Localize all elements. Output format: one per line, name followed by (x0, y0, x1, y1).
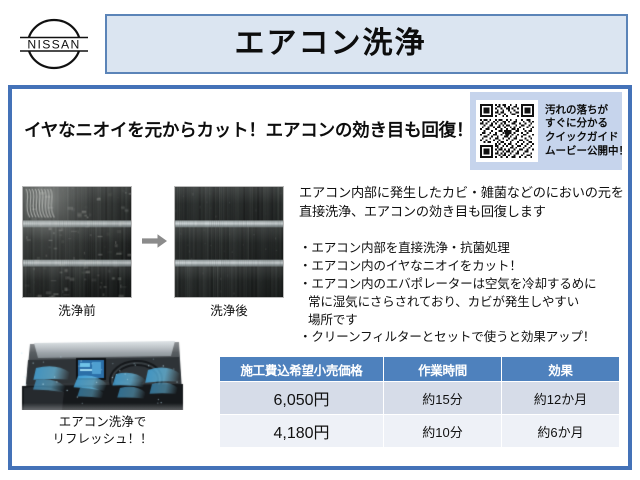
qr-caption-line: ムービー公開中！ (545, 145, 629, 159)
bullet-item: ・エアコン内部を直接洗浄・抗菌処理 (299, 240, 629, 258)
after-caption: 洗浄後 (174, 300, 284, 319)
qr-caption-line: すぐに分かる (545, 117, 629, 131)
nissan-wordmark: NISSAN (27, 37, 80, 51)
table-row: 6,050円 約15分 約12か月 (220, 382, 620, 415)
car-interior-block: エアコン洗浄で リフレッシュ！！ (20, 340, 188, 466)
cell-effect: 約6か月 (502, 415, 620, 448)
nissan-logo-icon: NISSAN (8, 10, 100, 78)
car-photo-caption: エアコン洗浄で リフレッシュ！！ (20, 414, 185, 447)
headline: イヤなニオイを元からカット！エアコンの効き目も回復！ (24, 110, 474, 148)
header: NISSAN エアコン洗浄 (0, 0, 640, 88)
qr-promo-panel[interactable]: 汚れの落ちが すぐに分かる クイックガイド ムービー公開中！ (470, 92, 622, 170)
before-caption: 洗浄前 (22, 300, 132, 319)
car-interior-photo (20, 340, 185, 410)
bullet-item: ・エアコン内のエバポレーターは空気を冷却するめに (299, 276, 629, 294)
before-after-comparison: 洗浄前 洗浄後 (22, 186, 290, 318)
evaporator-before-photo (22, 186, 132, 298)
pricing-table: 施工費込希望小売価格 作業時間 効果 6,050円 約15分 約12か月 4,1… (219, 356, 620, 448)
table-header-price: 施工費込希望小売価格 (220, 357, 384, 382)
page-title: エアコン洗浄 (235, 29, 427, 59)
arrow-right-icon (140, 230, 170, 252)
bullet-item: ・エアコン内のイヤなニオイをカット！ (299, 258, 629, 276)
feature-bullet-list: ・エアコン内部を直接洗浄・抗菌処理 ・エアコン内のイヤなニオイをカット！ ・エア… (299, 240, 629, 347)
qr-code-icon[interactable] (476, 100, 538, 162)
cell-price: 6,050円 (220, 382, 384, 415)
table-header-time: 作業時間 (384, 357, 502, 382)
car-caption-line2: リフレッシュ！！ (20, 431, 185, 448)
table-header-effect: 効果 (502, 357, 620, 382)
cell-time: 約10分 (384, 415, 502, 448)
title-box: エアコン洗浄 (105, 14, 628, 74)
bullet-item-continuation: 常に湿気にさらされており、カビが発生しやすい (299, 294, 629, 312)
qr-panel-caption: 汚れの落ちが すぐに分かる クイックガイド ムービー公開中！ (545, 104, 629, 159)
lead-paragraph: エアコン内部に発生したカビ・雑菌などのにおいの元を直接洗浄、エアコンの効き目も回… (299, 184, 624, 221)
table-row: 4,180円 約10分 約6か月 (220, 415, 620, 448)
table-header-row: 施工費込希望小売価格 作業時間 効果 (220, 357, 620, 382)
cell-effect: 約12か月 (502, 382, 620, 415)
cell-price: 4,180円 (220, 415, 384, 448)
poster-page: NISSAN エアコン洗浄 イヤなニオイを元からカット！エアコンの効き目も回復！ (0, 0, 640, 480)
evaporator-after-photo (174, 186, 284, 298)
qr-caption-line: 汚れの落ちが (545, 104, 629, 118)
bullet-item: ・クリーンフィルターとセットで使うと効果アップ！ (299, 329, 629, 347)
cell-time: 約15分 (384, 382, 502, 415)
qr-caption-line: クイックガイド (545, 131, 629, 145)
bullet-item-continuation: 場所です (299, 312, 629, 330)
car-caption-line1: エアコン洗浄で (20, 414, 185, 431)
